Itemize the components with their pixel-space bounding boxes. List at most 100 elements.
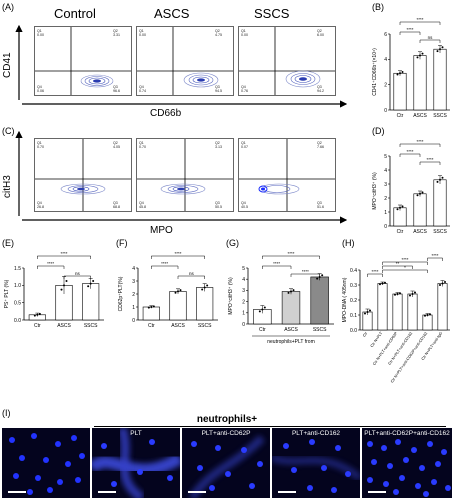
significance-label: **** [401, 257, 408, 262]
significance-bracket [290, 273, 320, 277]
data-point [416, 194, 419, 197]
data-point [411, 293, 414, 295]
panel-label-g: (G) [226, 238, 239, 248]
row-c-y-label: citH3 [2, 175, 13, 198]
data-point [401, 205, 404, 208]
bar [407, 293, 418, 331]
y-axis-label: MPO⁺citH3⁺ (%) [372, 172, 378, 210]
data-point [174, 291, 177, 294]
y-tick-label: 1.0 [14, 283, 21, 289]
bar [393, 72, 407, 111]
data-point [436, 180, 439, 183]
data-point [439, 178, 441, 181]
quadrant-q3: Q3 96.6 [113, 85, 120, 93]
y-axis-label: PS⁺ PLT (%) [4, 279, 10, 308]
significance-label: **** [47, 261, 54, 266]
data-point [436, 50, 439, 53]
data-point [36, 313, 39, 316]
y-tick-label: 0.0 [350, 328, 357, 334]
significance-bracket [419, 39, 441, 43]
data-point [38, 312, 41, 315]
micro-image-plt: PLT [92, 428, 180, 498]
data-point [441, 282, 444, 285]
panel-label-f: (F) [116, 238, 128, 248]
significance-label: ** [396, 261, 400, 266]
significance-bracket [262, 265, 292, 269]
data-point [201, 288, 204, 291]
y-tick-label: 0.2 [350, 298, 357, 304]
significance-bracket [399, 143, 441, 147]
row-c-x-label: MPO [150, 225, 173, 236]
category-label: Ctr [397, 229, 404, 235]
significance-label: **** [431, 253, 438, 258]
data-point [399, 72, 401, 75]
y-tick-label: 0 [384, 108, 387, 114]
significance-bracket [367, 273, 383, 277]
y-tick-label: 0 [384, 224, 387, 230]
quadrant-q1: Q1 0.00 [37, 29, 44, 37]
y-tick-label: 2 [384, 196, 387, 202]
significance-bracket [382, 261, 428, 265]
category-label: ASCS [171, 323, 185, 329]
micro-group-line [94, 426, 446, 427]
scale-bar [368, 491, 386, 493]
panel-label-b: (B) [372, 2, 384, 12]
y-tick-label: 1 [132, 305, 135, 311]
micro-image-plt-anti-cd62p: PLT+anti-CD62P [182, 428, 270, 498]
data-point [399, 206, 401, 209]
bar [142, 306, 160, 321]
scale-bar [98, 491, 116, 493]
bar [413, 55, 427, 111]
significance-label: **** [406, 149, 413, 154]
x-axis-label: neutrophils+PLT from [267, 339, 314, 345]
bar [392, 293, 403, 331]
micro-caption: PLT [130, 430, 142, 437]
bar [433, 48, 447, 111]
quadrant-q2: Q2 3.13 [215, 141, 222, 149]
data-point [92, 280, 95, 282]
y-tick-label: 1 [384, 210, 387, 216]
bar-chart-g: 0 1 2 3 4 5 MPO⁺citH3⁺ (%) Ctr ASCS SSCS **** **** *… [228, 251, 334, 345]
bar [169, 291, 187, 321]
data-point [426, 314, 429, 316]
bar-chart-f: 0 1 2 3 4 CD62p⁺PLT(%) Ctr ASCS SSCS **** **** ns [118, 251, 218, 329]
significance-label: **** [174, 251, 181, 256]
quadrant-q3: Q3 94.5 [215, 85, 222, 93]
column-title-sscs: SSCS [254, 6, 290, 21]
y-tick-label: 5 [242, 266, 245, 272]
y-tick-label: 2 [132, 292, 135, 298]
category-label: SSCS [84, 323, 98, 329]
y-tick-label: 0.4 [350, 268, 357, 274]
data-point [87, 285, 90, 288]
flow-plot-ascs-cith3: Q1 0.70 Q2 3.13 Q3 50.5 Q4 45.8 [136, 138, 234, 212]
data-point [261, 308, 264, 311]
y-axis-label: MPO⁺citH3⁺ (%) [228, 277, 234, 315]
flow-plot-control-cith3: Q1 0.70 Q2 4.05 Q3 68.8 Q4 26.8 [34, 138, 132, 212]
quadrant-q3: Q3 50.5 [215, 201, 222, 209]
significance-bracket [37, 265, 65, 269]
y-tick-label: 3 [384, 182, 387, 188]
significance-label: **** [161, 261, 168, 266]
data-point [419, 54, 421, 57]
y-tick-label: 4 [242, 277, 245, 283]
flow-plot-control-cd41: Q1 0.00 Q2 3.31 Q3 96.6 Q4 0.06 [34, 26, 132, 96]
significance-bracket [63, 275, 91, 279]
bar [413, 193, 427, 227]
significance-bracket [177, 275, 205, 279]
y-axis-label: CD41⁺CD66b⁺(×10⁴) [372, 48, 378, 96]
flow-plot-ascs-cd41: Q1 0.00 Q2 4.75 Q3 94.5 Q4 0.74 [136, 26, 234, 96]
micro-image-control [2, 428, 90, 498]
category-label: Ctr [34, 323, 41, 329]
quadrant-q1: Q1 0.07 [241, 141, 248, 149]
y-tick-label: 3 [132, 279, 135, 285]
category-label: Ctr [362, 331, 369, 338]
category-label: ASCS [284, 327, 298, 333]
significance-bracket [382, 269, 428, 273]
y-tick-label: 2 [242, 299, 245, 305]
data-point [424, 314, 426, 317]
micro-caption: PLT+anti-CD62P [201, 430, 251, 437]
bar [281, 291, 301, 325]
data-point [258, 310, 261, 313]
y-tick-label: 4 [384, 168, 387, 174]
significance-label: **** [426, 157, 433, 162]
